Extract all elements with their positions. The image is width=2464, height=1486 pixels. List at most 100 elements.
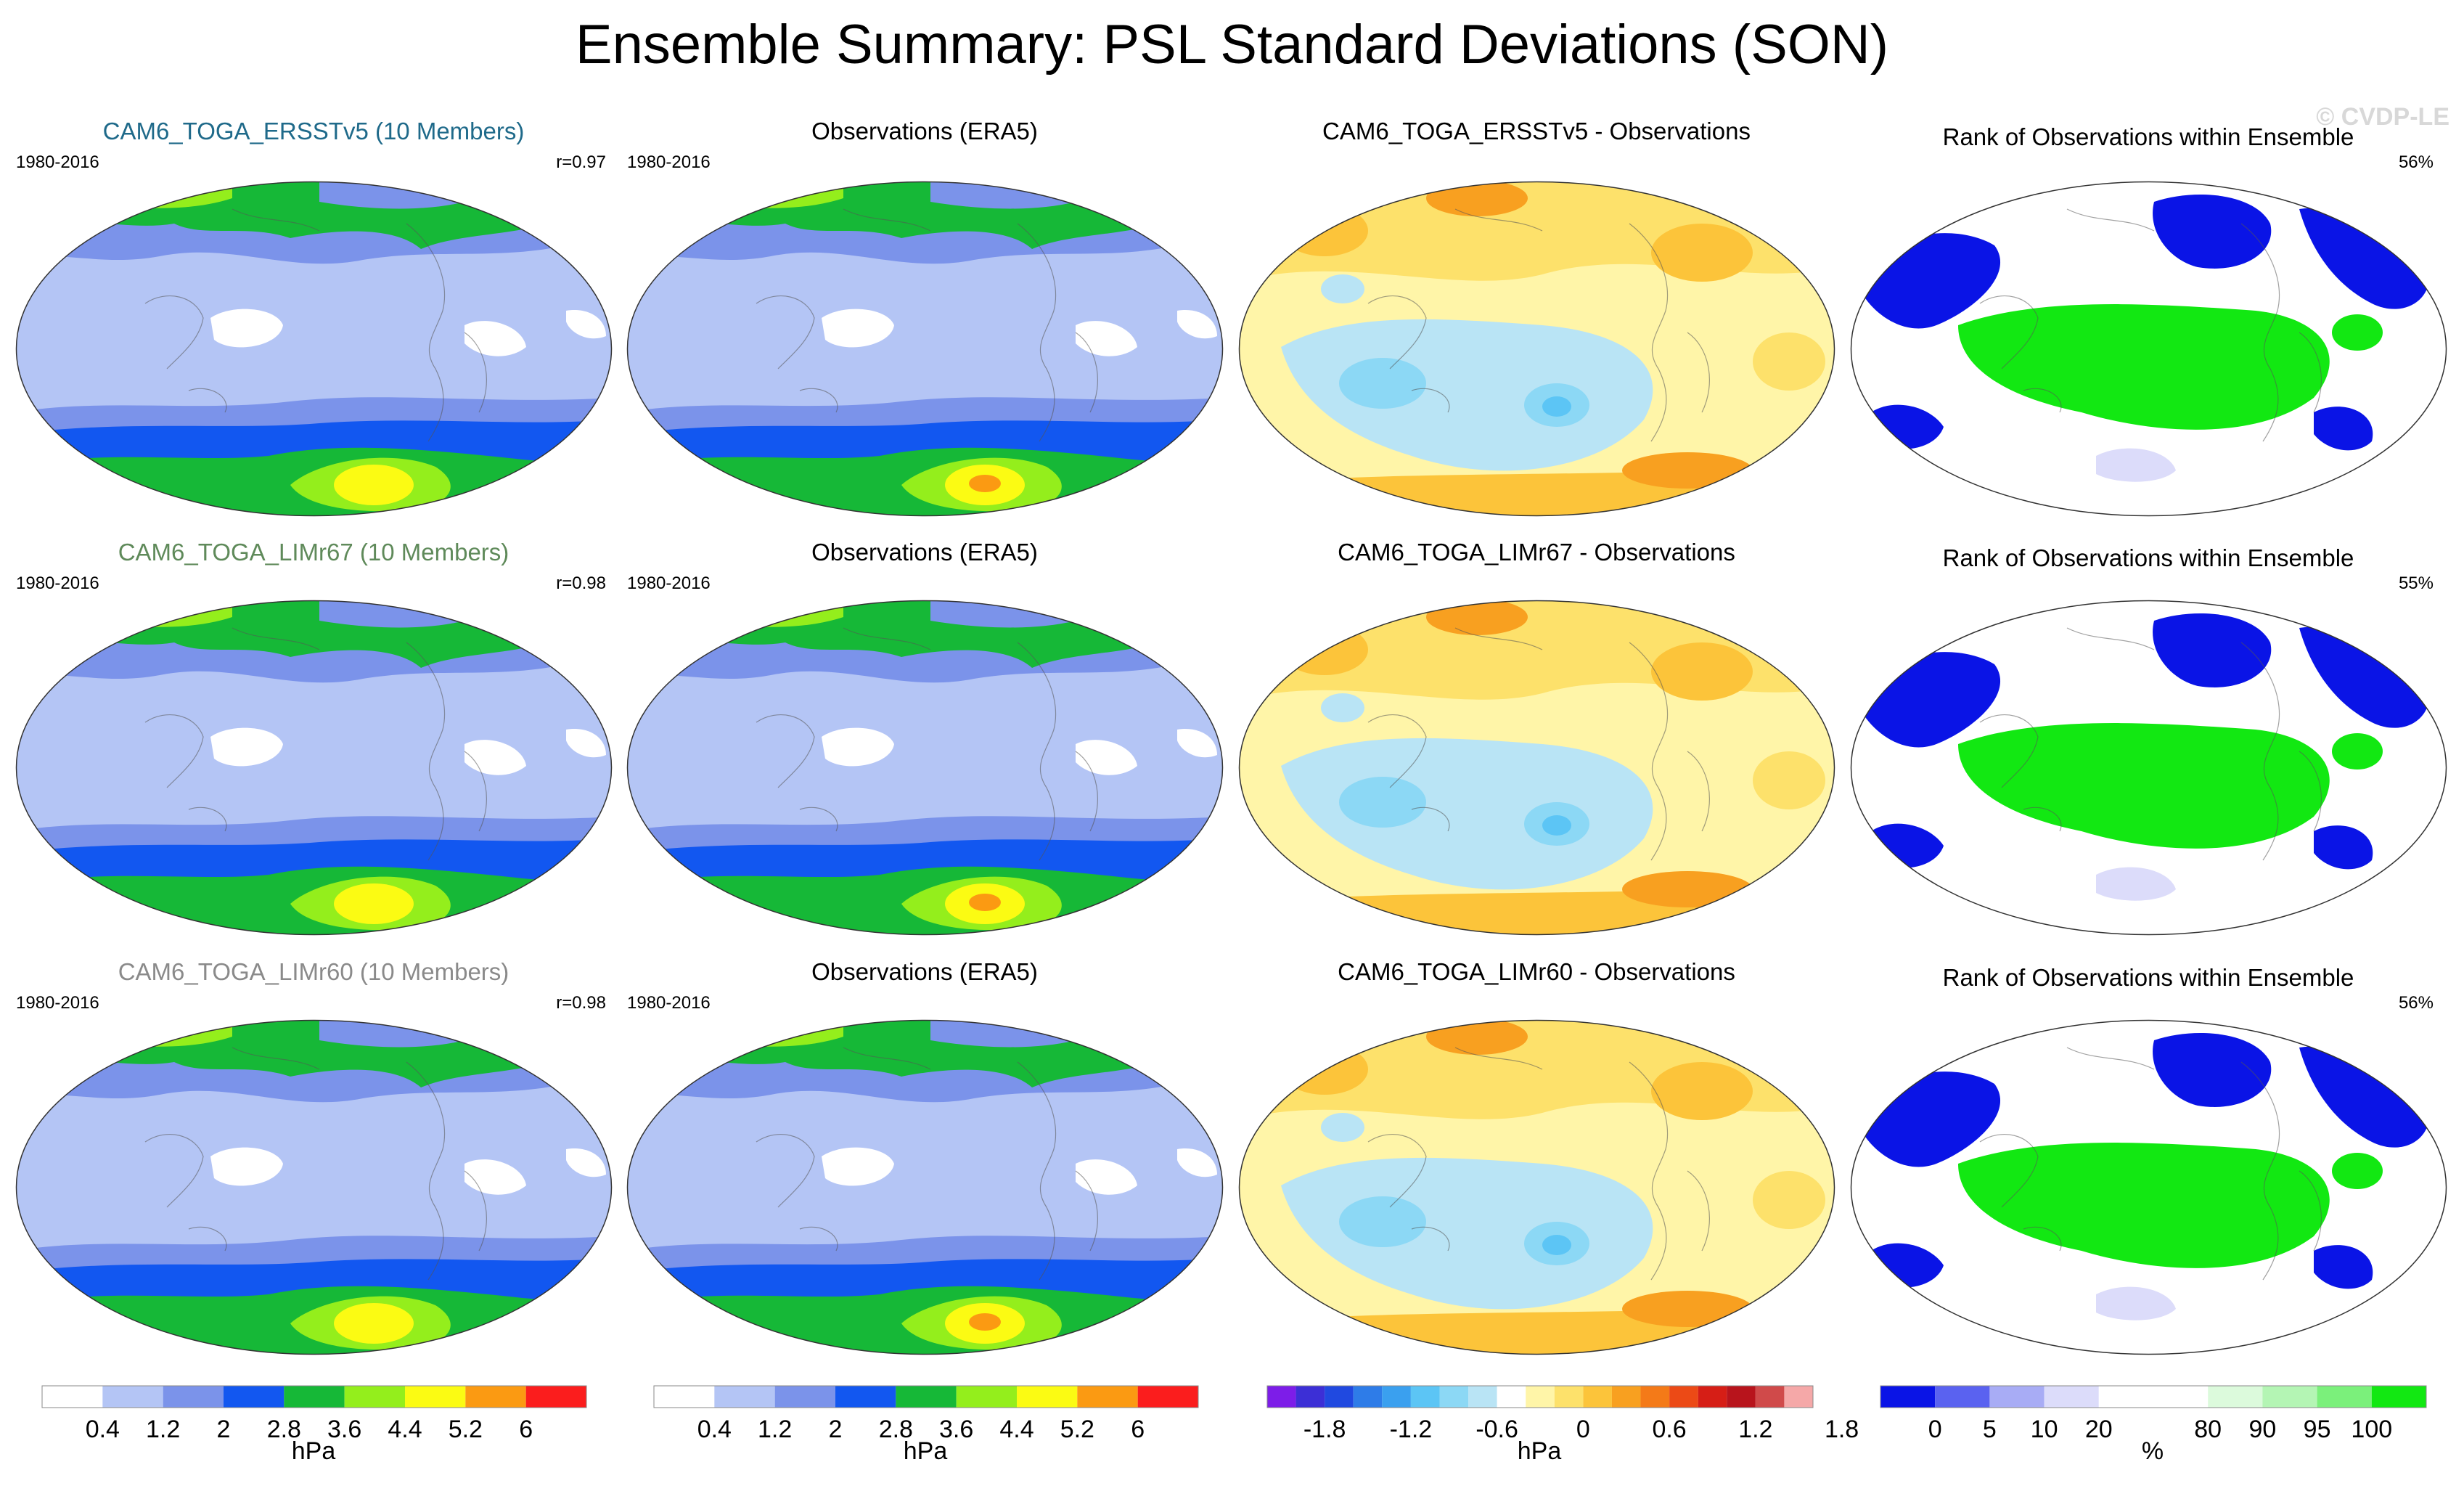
obs-panel-title: Observations (ERA5) bbox=[811, 539, 1038, 566]
obs-std-colorbar-tick: 2 bbox=[828, 1416, 843, 1443]
obs-std-colorbar-tick: 3.6 bbox=[939, 1416, 974, 1443]
diff-colorbar-tick: 1.2 bbox=[1738, 1416, 1773, 1443]
diff-colorbar-box bbox=[1583, 1386, 1612, 1408]
figure-title: Ensemble Summary: PSL Standard Deviation… bbox=[575, 14, 1889, 75]
diff-colorbar-tick: 0 bbox=[1576, 1416, 1590, 1443]
diff-colorbar-box bbox=[1784, 1386, 1813, 1408]
obs-years: 1980-2016 bbox=[627, 152, 711, 172]
obs-std-colorbar-tick: 2.8 bbox=[878, 1416, 913, 1443]
std-colorbar-box bbox=[525, 1386, 586, 1408]
obs-map-panel bbox=[626, 180, 1224, 521]
obs-panel-title: Observations (ERA5) bbox=[811, 118, 1038, 144]
obs-std-colorbar-tick: 4.4 bbox=[999, 1416, 1034, 1443]
diff-colorbar-box bbox=[1439, 1386, 1469, 1408]
std-map bbox=[626, 1019, 1224, 1355]
obs-std-colorbar bbox=[653, 1385, 1199, 1408]
std-colorbar-box bbox=[465, 1386, 526, 1408]
diff-colorbar-box bbox=[1554, 1386, 1584, 1408]
diff-colorbar-box bbox=[1755, 1386, 1785, 1408]
rank-map-panel bbox=[1849, 1018, 2448, 1360]
model-map-panel bbox=[15, 1018, 613, 1360]
diff-map-panel bbox=[1237, 1018, 1836, 1360]
std-colorbar-box bbox=[224, 1386, 285, 1408]
rank-colorbar-unit: % bbox=[2141, 1437, 2164, 1465]
diff-map bbox=[1238, 181, 1835, 517]
std-colorbar-tick: 2.8 bbox=[266, 1416, 301, 1443]
model-years: 1980-2016 bbox=[16, 152, 99, 172]
pattern-correlation: r=0.98 bbox=[556, 573, 606, 593]
diff-colorbar-unit: hPa bbox=[1517, 1437, 1562, 1465]
std-map bbox=[626, 600, 1224, 936]
obs-std-colorbar-tick: 1.2 bbox=[758, 1416, 793, 1443]
rank-colorbar-tick: 20 bbox=[2084, 1416, 2113, 1443]
diff-colorbar-box bbox=[1410, 1386, 1440, 1408]
rank-colorbar-box bbox=[1989, 1386, 2045, 1408]
pattern-correlation: r=0.98 bbox=[556, 993, 606, 1013]
model-panel-title: CAM6_TOGA_ERSSTv5 (10 Members) bbox=[102, 118, 525, 144]
pattern-correlation: r=0.97 bbox=[556, 152, 606, 172]
diff-colorbar bbox=[1266, 1385, 1814, 1408]
rank-colorbar-box bbox=[2208, 1386, 2263, 1408]
diff-colorbar-box bbox=[1526, 1386, 1555, 1408]
rank-colorbar-box bbox=[2098, 1386, 2153, 1408]
rank-map bbox=[1850, 1019, 2447, 1355]
std-colorbar-box bbox=[284, 1386, 345, 1408]
diff-colorbar-box bbox=[1611, 1386, 1641, 1408]
diff-map-panel bbox=[1237, 599, 1836, 940]
diff-colorbar-tick: -1.2 bbox=[1389, 1416, 1433, 1443]
std-colorbar-box bbox=[102, 1386, 163, 1408]
rank-colorbar-box bbox=[2153, 1386, 2209, 1408]
obs-years: 1980-2016 bbox=[627, 993, 711, 1013]
rank-map bbox=[1850, 181, 2447, 517]
diff-colorbar-box bbox=[1497, 1386, 1526, 1408]
diff-colorbar-tick: 0.6 bbox=[1652, 1416, 1687, 1443]
diff-map-panel bbox=[1237, 180, 1836, 521]
rank-colorbar-tick: 95 bbox=[2303, 1416, 2331, 1443]
model-map-panel bbox=[15, 599, 613, 940]
obs-map-panel bbox=[626, 599, 1224, 940]
diff-colorbar-box bbox=[1353, 1386, 1383, 1408]
obs-std-colorbar-unit: hPa bbox=[903, 1437, 948, 1465]
std-colorbar-unit: hPa bbox=[291, 1437, 336, 1465]
diff-colorbar-box bbox=[1296, 1386, 1325, 1408]
std-map bbox=[626, 181, 1224, 517]
diff-colorbar-box bbox=[1325, 1386, 1354, 1408]
diff-colorbar-box bbox=[1669, 1386, 1698, 1408]
std-map bbox=[15, 181, 613, 517]
std-colorbar-tick: 0.4 bbox=[85, 1416, 120, 1443]
diff-colorbar-tick: 1.8 bbox=[1824, 1416, 1859, 1443]
obs-std-colorbar-tick: 0.4 bbox=[697, 1416, 732, 1443]
std-colorbar-tick: 1.2 bbox=[146, 1416, 181, 1443]
rank-colorbar-box bbox=[2371, 1386, 2426, 1408]
model-years: 1980-2016 bbox=[16, 993, 99, 1013]
rank-colorbar-tick: 0 bbox=[1928, 1416, 1942, 1443]
diff-colorbar-box bbox=[1640, 1386, 1670, 1408]
obs-map-panel bbox=[626, 1018, 1224, 1360]
rank-panel-title: Rank of Observations within Ensemble bbox=[1942, 544, 2354, 571]
rank-panel-title: Rank of Observations within Ensemble bbox=[1942, 123, 2354, 150]
std-colorbar-tick: 4.4 bbox=[388, 1416, 422, 1443]
diff-colorbar-box bbox=[1698, 1386, 1727, 1408]
std-colorbar-box bbox=[42, 1386, 103, 1408]
diff-colorbar-tick: -1.8 bbox=[1303, 1416, 1346, 1443]
model-panel-title: CAM6_TOGA_LIMr60 (10 Members) bbox=[118, 958, 509, 985]
rank-percent: 55% bbox=[2398, 573, 2434, 593]
rank-colorbar-tick: 100 bbox=[2351, 1416, 2393, 1443]
rank-map-panel bbox=[1849, 180, 2448, 521]
rank-panel-title: Rank of Observations within Ensemble bbox=[1942, 964, 2354, 991]
rank-percent: 56% bbox=[2398, 993, 2434, 1013]
rank-map-panel bbox=[1849, 599, 2448, 940]
rank-colorbar-box bbox=[2044, 1386, 2099, 1408]
obs-years: 1980-2016 bbox=[627, 573, 711, 593]
std-colorbar-box bbox=[405, 1386, 466, 1408]
std-colorbar-box bbox=[344, 1386, 405, 1408]
std-colorbar-tick: 3.6 bbox=[327, 1416, 362, 1443]
std-map bbox=[15, 600, 613, 936]
rank-percent: 56% bbox=[2398, 152, 2434, 172]
rank-map bbox=[1850, 600, 2447, 936]
diff-colorbar-box bbox=[1468, 1386, 1497, 1408]
diff-colorbar-tick: -0.6 bbox=[1475, 1416, 1518, 1443]
std-colorbar-box bbox=[163, 1386, 224, 1408]
std-colorbar bbox=[41, 1385, 587, 1408]
std-colorbar-tick: 6 bbox=[519, 1416, 533, 1443]
